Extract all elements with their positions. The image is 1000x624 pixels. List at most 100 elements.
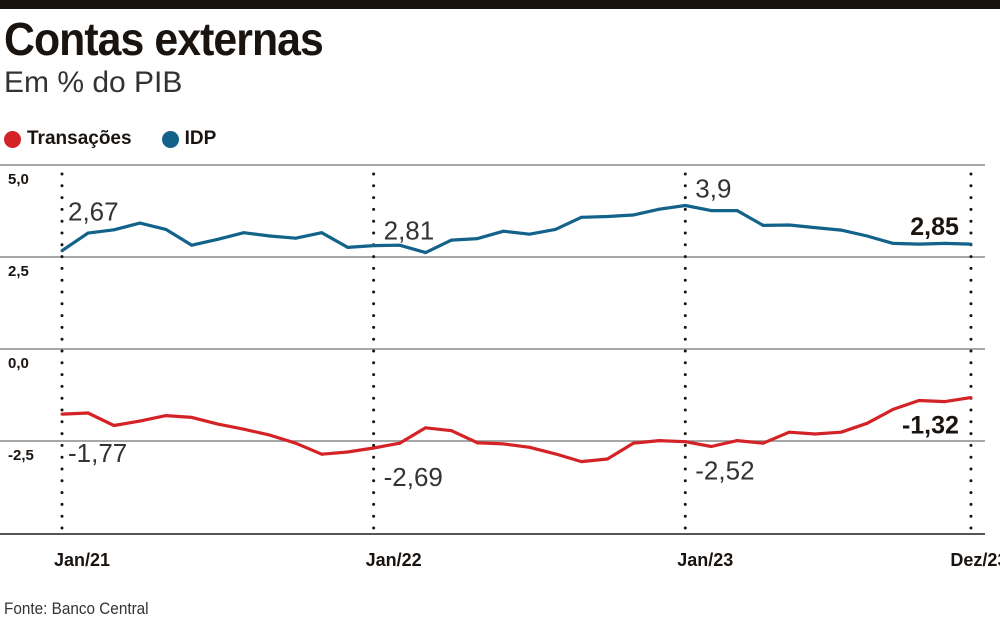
series-line-transacoes	[61, 396, 972, 464]
data-point	[787, 430, 791, 434]
data-label: 2,85	[910, 213, 959, 241]
data-point	[190, 243, 194, 247]
data-point	[527, 232, 531, 236]
data-point	[657, 439, 661, 443]
data-point	[813, 226, 817, 230]
data-point	[865, 234, 869, 238]
legend-item-idp: IDP	[161, 128, 217, 150]
data-point	[190, 415, 194, 419]
data-point	[917, 242, 921, 246]
data-point	[476, 237, 480, 241]
data-point	[683, 440, 687, 444]
data-label: -2,52	[695, 456, 754, 486]
data-point	[268, 433, 272, 437]
data-point	[761, 223, 765, 227]
data-label: 3,9	[695, 173, 731, 203]
data-point	[450, 238, 454, 242]
data-point	[709, 445, 713, 449]
data-label: -1,77	[68, 438, 127, 468]
legend-dot-idp	[161, 130, 179, 148]
data-point	[164, 414, 168, 418]
data-point	[86, 231, 90, 235]
data-point	[631, 213, 635, 217]
data-point	[450, 429, 454, 433]
data-point	[320, 452, 324, 456]
data-point	[943, 400, 947, 404]
source-note: Fonte: Banco Central	[4, 599, 149, 618]
x-tick-label: Jan/22	[366, 550, 422, 570]
data-point	[969, 242, 973, 246]
data-point	[631, 441, 635, 445]
data-point	[242, 231, 246, 235]
data-point	[761, 441, 765, 445]
data-label: 2,67	[68, 197, 119, 227]
data-point	[553, 227, 557, 231]
data-point	[398, 243, 402, 247]
legend-dot-transacoes	[4, 130, 21, 148]
data-point	[605, 457, 609, 461]
data-point	[346, 450, 350, 454]
data-point	[294, 441, 298, 445]
chart-subtitle: Em % do PIB	[4, 66, 183, 99]
data-point	[476, 441, 480, 445]
y-tick-label: 0,0	[8, 355, 29, 372]
data-point	[112, 228, 116, 232]
data-point	[138, 221, 142, 225]
data-point	[242, 427, 246, 431]
data-point	[553, 452, 557, 456]
data-point	[657, 207, 661, 211]
data-point	[579, 215, 583, 219]
y-tick-label: 2,5	[8, 263, 29, 280]
data-point	[527, 445, 531, 449]
data-label: 2,81	[384, 216, 435, 246]
data-point	[164, 227, 168, 231]
top-bar	[0, 0, 1000, 9]
x-tick-label: Dez/23	[950, 550, 1000, 570]
data-point	[372, 446, 376, 450]
data-point	[787, 223, 791, 227]
series-line-idp	[61, 203, 971, 255]
data-point	[216, 237, 220, 241]
data-point	[138, 419, 142, 423]
data-point	[398, 441, 402, 445]
data-point	[813, 432, 817, 436]
data-point	[424, 251, 428, 255]
data-label: -2,69	[384, 462, 443, 492]
data-point	[683, 203, 687, 207]
data-point	[891, 407, 895, 411]
data-point	[320, 231, 324, 235]
y-tick-label: 5,0	[8, 171, 29, 188]
data-point	[735, 209, 739, 213]
data-point	[969, 396, 973, 400]
chart-title: Contas externas	[4, 13, 324, 65]
data-point	[735, 439, 739, 443]
data-point	[294, 236, 298, 240]
data-point	[579, 460, 583, 464]
legend-item-transacoes: Transações	[4, 128, 132, 150]
legend: Transações IDP	[4, 128, 246, 150]
data-point	[709, 209, 713, 213]
data-point	[60, 249, 64, 253]
data-point	[891, 241, 895, 245]
data-point	[839, 228, 843, 232]
data-point	[60, 412, 64, 416]
data-point	[372, 244, 376, 248]
data-label: -1,32	[902, 412, 959, 440]
legend-label: Transações	[27, 128, 132, 149]
data-point	[943, 241, 947, 245]
data-point	[112, 424, 116, 428]
data-point	[839, 430, 843, 434]
data-point	[346, 245, 350, 249]
x-tick-label: Jan/21	[54, 550, 110, 570]
data-point	[424, 426, 428, 430]
data-point	[605, 215, 609, 219]
data-point	[86, 411, 90, 415]
data-point	[917, 399, 921, 403]
data-point	[268, 234, 272, 238]
data-point	[501, 442, 505, 446]
y-tick-label: -2,5	[8, 447, 34, 464]
data-point	[216, 422, 220, 426]
data-point	[865, 421, 869, 425]
legend-label: IDP	[184, 128, 217, 149]
